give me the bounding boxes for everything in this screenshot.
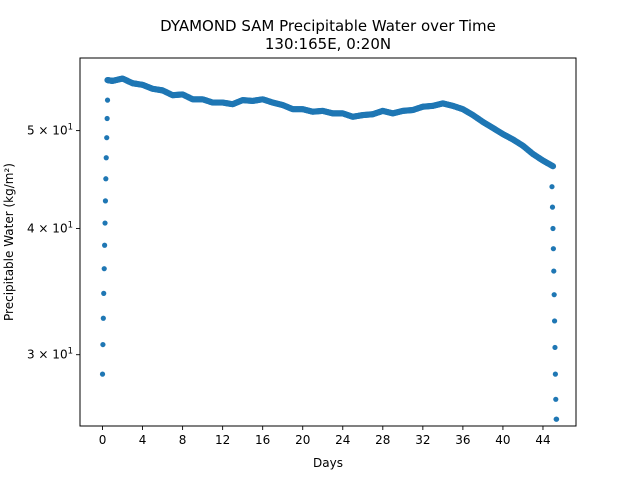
data-point	[100, 315, 106, 321]
x-tick-label: 4	[139, 433, 147, 447]
data-point	[102, 198, 109, 204]
y-tick-label: 4 × 101	[27, 221, 73, 236]
data-point	[103, 176, 109, 182]
data-point	[99, 371, 106, 377]
x-tick-label: 20	[295, 433, 310, 447]
data-point	[102, 220, 108, 226]
y-axis-label: Precipitable Water (kg/m²)	[2, 163, 16, 321]
x-tick-label: 16	[255, 433, 270, 447]
data-point	[103, 155, 109, 161]
x-tick-label: 36	[455, 433, 470, 447]
data-point	[551, 268, 557, 274]
x-tick-label: 28	[375, 433, 390, 447]
x-tick-label: 12	[215, 433, 230, 447]
data-point	[552, 371, 558, 377]
data-point	[551, 292, 557, 298]
data-point	[102, 242, 108, 248]
x-tick-label: 32	[415, 433, 430, 447]
data-point	[101, 290, 107, 296]
y-tick-label: 3 × 101	[27, 347, 73, 362]
data-point	[550, 225, 556, 232]
x-axis-label: Days	[313, 456, 343, 470]
x-tick-label: 44	[535, 433, 550, 447]
x-tick-label: 24	[335, 433, 350, 447]
data-point	[549, 204, 556, 210]
x-tick-label: 8	[179, 433, 187, 447]
y-tick-label: 5 × 101	[27, 123, 73, 138]
y-axis: 3 × 101 4 × 101 5 × 101	[27, 123, 80, 362]
data-point	[550, 246, 556, 252]
data-point	[104, 97, 111, 103]
data-point	[104, 135, 110, 141]
data-point	[549, 184, 555, 190]
data-point	[549, 163, 557, 170]
data-points	[99, 75, 560, 422]
x-tick-label: 40	[495, 433, 510, 447]
data-point	[552, 344, 558, 351]
x-tick-label: 0	[99, 433, 107, 447]
data-point	[551, 318, 558, 324]
chart-title: DYAMOND SAM Precipitable Water over Time	[160, 17, 496, 35]
plot-frame	[79, 57, 577, 427]
data-point	[100, 341, 106, 348]
data-point	[553, 396, 559, 402]
data-point	[101, 266, 107, 272]
chart-subtitle: 130:165E, 0:20N	[265, 35, 391, 53]
x-axis: 0 4 8 12 16 20 24 28 32 36 40 44	[99, 426, 551, 447]
data-point	[553, 416, 560, 422]
data-point	[104, 115, 110, 122]
